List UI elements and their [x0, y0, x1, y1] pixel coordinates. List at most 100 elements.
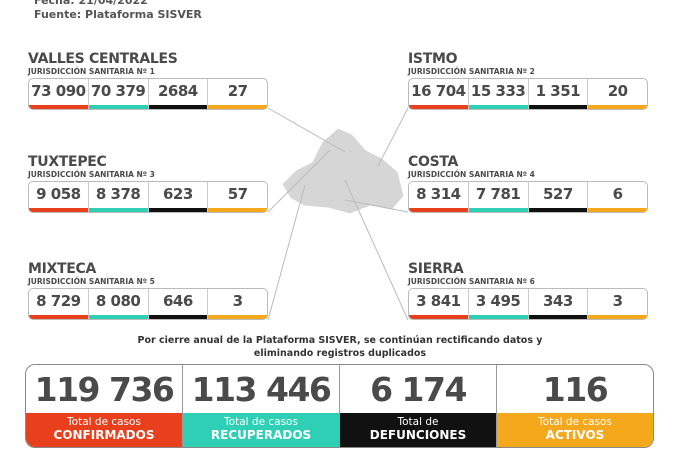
stat-color-bar [588, 208, 647, 212]
stat-color-bar [88, 208, 148, 212]
total-defunciones: 6 174 Total de DEFUNCIONES [340, 365, 497, 447]
stat-color-bar [468, 315, 528, 319]
stat-value: 8 314 [416, 185, 461, 203]
region-jurisdiction: JURISDICCIÓN SANITARIA Nº 6 [408, 277, 535, 286]
stat-color-bar [29, 208, 88, 212]
region-name: ISTMO [408, 51, 458, 67]
stat-color-bar [409, 208, 468, 212]
stat-value: 57 [227, 185, 248, 203]
region-name: COSTA [408, 154, 459, 170]
stat-color-bar [88, 105, 148, 109]
stat-value: 1 351 [535, 82, 581, 100]
stat-value: 16 704 [411, 82, 466, 100]
stat-color-bar [528, 315, 588, 319]
stat-cell: 57 [208, 182, 267, 212]
stat-value: 646 [162, 292, 193, 310]
region-stats: 16 704 15 333 1 351 20 [408, 78, 648, 110]
stat-value: 6 [612, 185, 623, 203]
stat-cell: 527 [528, 182, 589, 212]
stat-cell: 3 [208, 289, 267, 319]
stat-color-bar [468, 208, 528, 212]
stat-color-bar [409, 315, 468, 319]
stat-color-bar [588, 105, 647, 109]
total-value: 119 736 [34, 370, 175, 409]
region-valles-centrales: VALLES CENTRALES JURISDICCIÓN SANITARIA N… [28, 52, 268, 110]
stat-cell: 27 [208, 79, 267, 109]
region-jurisdiction: JURISDICCIÓN SANITARIA Nº 4 [408, 170, 535, 179]
total-label: Total de casos CONFIRMADOS [26, 413, 182, 447]
region-name: SIERRA [408, 261, 464, 277]
stat-cell: 623 [148, 182, 209, 212]
stat-color-bar [29, 315, 88, 319]
stat-value: 15 333 [470, 82, 526, 100]
region-name: TUXTEPEC [28, 154, 107, 170]
total-activos: 116 Total de casos ACTIVOS [497, 365, 653, 447]
stat-cell: 15 333 [468, 79, 529, 109]
region-stats: 73 090 70 379 2684 27 [28, 78, 268, 110]
source: Fuente: Plataforma SISVER [34, 8, 202, 21]
stat-cell: 1 351 [528, 79, 589, 109]
stat-cell: 70 379 [88, 79, 149, 109]
total-value: 113 446 [191, 370, 332, 409]
stat-cell: 20 [588, 79, 647, 109]
stat-value: 343 [542, 292, 573, 310]
stat-value: 3 [232, 292, 243, 310]
stat-color-bar [409, 105, 468, 109]
notice-line-2: eliminando registros duplicados [253, 348, 427, 359]
region-stats: 3 841 3 495 343 3 [408, 288, 648, 320]
stat-cell: 3 [588, 289, 647, 319]
totals-panel: 119 736 Total de casos CONFIRMADOS 113 446… [25, 364, 654, 448]
stat-value: 8 080 [95, 292, 141, 310]
total-label: Total de DEFUNCIONES [340, 413, 496, 447]
stat-value: 8 729 [36, 292, 81, 310]
stat-cell: 7 781 [468, 182, 529, 212]
stat-color-bar [208, 105, 267, 109]
stat-color-bar [528, 105, 588, 109]
stat-value: 623 [162, 185, 193, 203]
total-label: Total de casos ACTIVOS [497, 413, 653, 447]
region-jurisdiction: JURISDICCIÓN SANITARIA Nº 5 [28, 277, 155, 286]
stat-color-bar [208, 208, 267, 212]
stat-color-bar [468, 105, 528, 109]
state-shape [281, 127, 405, 215]
stat-color-bar [588, 315, 647, 319]
stat-cell: 6 [588, 182, 647, 212]
stat-color-bar [148, 105, 208, 109]
stat-value: 3 [612, 292, 623, 310]
stat-color-bar [528, 208, 588, 212]
total-confirmados: 119 736 Total de casos CONFIRMADOS [26, 365, 183, 447]
region-stats: 8 314 7 781 527 6 [408, 181, 648, 213]
stat-value: 527 [542, 185, 573, 203]
stat-cell: 8 080 [88, 289, 149, 319]
connector-lines [267, 107, 409, 321]
total-value: 116 [542, 370, 609, 409]
region-jurisdiction: JURISDICCIÓN SANITARIA Nº 2 [408, 67, 535, 76]
region-costa: COSTA JURISDICCIÓN SANITARIA Nº 4 8 314 7 7… [408, 155, 648, 213]
stat-value: 7 781 [475, 185, 521, 203]
stat-color-bar [29, 105, 88, 109]
region-istmo: ISTMO JURISDICCIÓN SANITARIA Nº 2 16 704 15… [408, 52, 648, 110]
stat-color-bar [88, 315, 148, 319]
stat-value: 73 090 [31, 82, 86, 100]
stat-cell: 2684 [148, 79, 209, 109]
stat-cell: 73 090 [29, 79, 89, 109]
stat-cell: 3 495 [468, 289, 529, 319]
stat-cell: 343 [528, 289, 589, 319]
stat-value: 9 058 [36, 185, 81, 203]
header: Fecha: 21/04/2022 Fuente: Plataforma SIS… [34, 0, 202, 22]
region-name: MIXTECA [28, 261, 97, 277]
stat-cell: 8 314 [409, 182, 469, 212]
region-tuxtepec: TUXTEPEC JURISDICCIÓN SANITARIA Nº 3 9 058… [28, 155, 268, 213]
stat-value: 3 495 [475, 292, 521, 310]
stat-value: 27 [227, 82, 248, 100]
region-stats: 8 729 8 080 646 3 [28, 288, 268, 320]
stat-cell: 16 704 [409, 79, 469, 109]
stat-value: 2684 [158, 82, 198, 100]
total-label: Total de casos RECUPERADOS [183, 413, 339, 447]
region-jurisdiction: JURISDICCIÓN SANITARIA Nº 1 [28, 67, 155, 76]
stat-value: 8 378 [95, 185, 141, 203]
stat-cell: 646 [148, 289, 209, 319]
